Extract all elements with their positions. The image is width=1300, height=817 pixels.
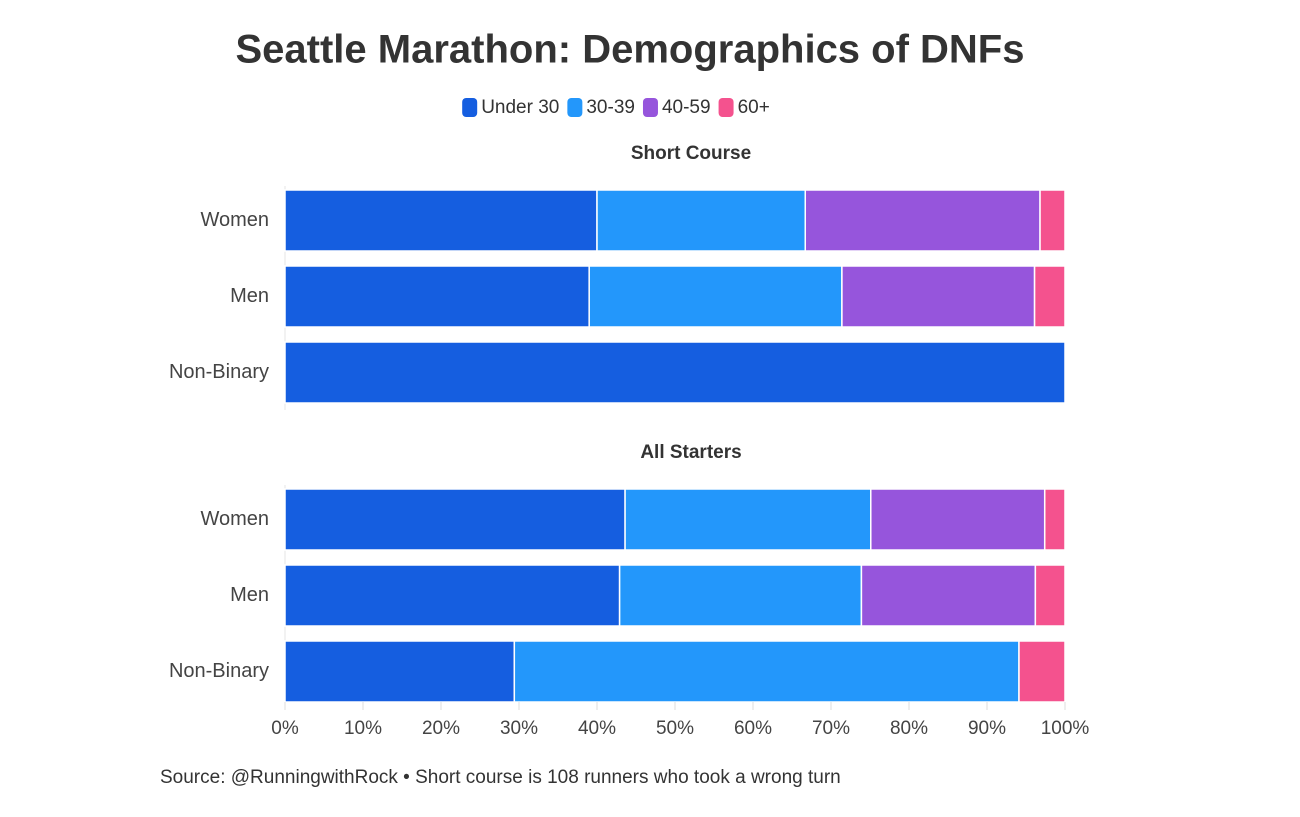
bar-segment xyxy=(284,265,590,328)
x-tick-label: 90% xyxy=(968,718,1006,739)
legend-swatch xyxy=(567,98,583,117)
legend-label: 30-39 xyxy=(586,97,635,118)
x-tick-label: 100% xyxy=(1041,718,1090,739)
bar-segment xyxy=(870,488,1046,551)
legend-swatch xyxy=(462,98,478,117)
source-note: Source: @RunningwithRock • Short course … xyxy=(160,767,841,788)
legend-swatch xyxy=(718,98,734,117)
bar-segment xyxy=(284,488,626,551)
x-tick-label: 60% xyxy=(734,718,772,739)
y-tick-label: Men xyxy=(230,584,269,606)
y-tick-label: Non-Binary xyxy=(169,660,269,682)
y-tick-label: Non-Binary xyxy=(169,361,269,383)
panel-subtitle: Short Course xyxy=(631,143,751,164)
y-tick-label: Men xyxy=(230,285,269,307)
legend-label: 40-59 xyxy=(662,97,711,118)
x-tick-label: 70% xyxy=(812,718,850,739)
x-tick-label: 80% xyxy=(890,718,928,739)
bar-segment xyxy=(1033,265,1066,328)
bar-segment xyxy=(588,265,843,328)
bar-segment xyxy=(804,189,1041,252)
bar-segment xyxy=(284,564,621,627)
x-tick-label: 10% xyxy=(344,718,382,739)
x-tick-label: 30% xyxy=(500,718,538,739)
bar-segment xyxy=(284,640,516,703)
panel-subtitle: All Starters xyxy=(640,442,741,463)
x-tick-label: 20% xyxy=(422,718,460,739)
x-tick-label: 0% xyxy=(271,718,299,739)
bar-segment xyxy=(284,341,1066,404)
bar-segment xyxy=(841,265,1036,328)
bar-segment xyxy=(860,564,1037,627)
x-tick-label: 40% xyxy=(578,718,616,739)
legend-label: Under 30 xyxy=(481,97,559,118)
legend-swatch xyxy=(642,98,658,117)
bar-segment xyxy=(284,189,598,252)
bar-segment xyxy=(1043,488,1066,551)
legend-label: 60+ xyxy=(738,97,770,118)
bar-segment xyxy=(1034,564,1066,627)
bar-segment xyxy=(618,564,863,627)
x-tick-label: 50% xyxy=(656,718,694,739)
bar-segment xyxy=(624,488,872,551)
chart-title: Seattle Marathon: Demographics of DNFs xyxy=(235,28,1024,72)
bar-segment xyxy=(1018,640,1066,703)
bar-segment xyxy=(596,189,807,252)
y-tick-label: Women xyxy=(200,209,269,231)
y-tick-label: Women xyxy=(200,508,269,530)
bar-segment xyxy=(1039,189,1066,252)
bar-segment xyxy=(513,640,1020,703)
